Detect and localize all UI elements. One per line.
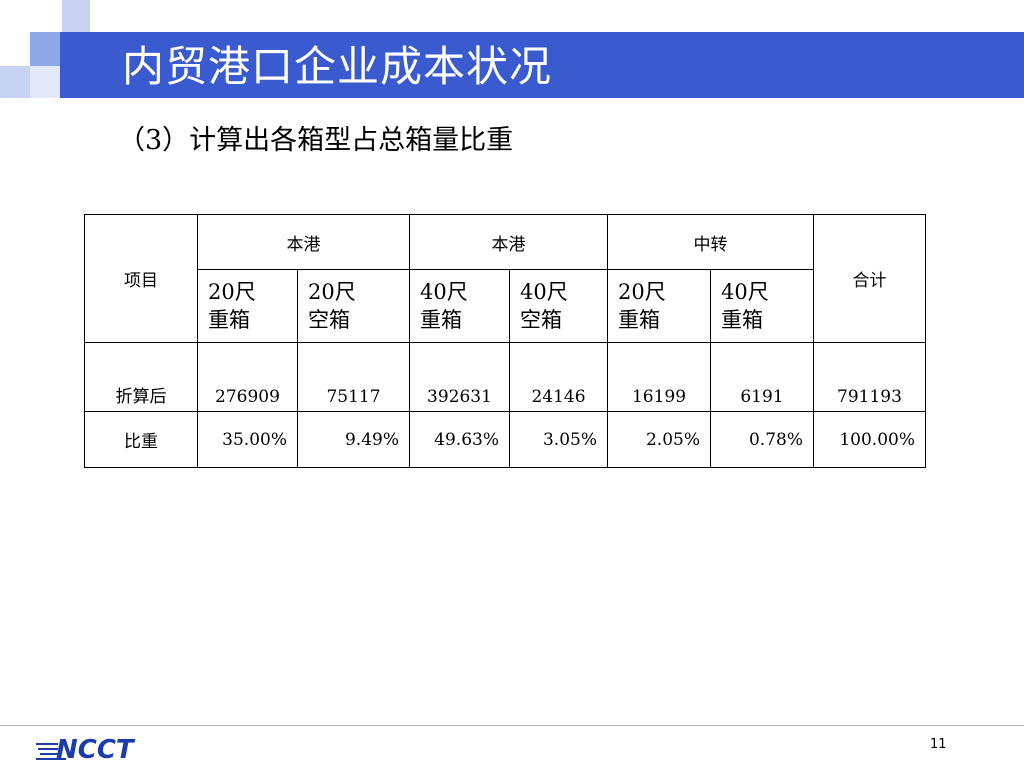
- table-cell: 791193: [813, 342, 926, 412]
- table-cell: 0.78%: [710, 411, 814, 468]
- decor-square: [30, 32, 60, 66]
- header-total: 合计: [813, 214, 926, 343]
- decor-square: [62, 0, 90, 32]
- subheader-size: 20尺: [308, 280, 356, 304]
- subheader-size: 20尺: [618, 280, 666, 304]
- table-cell: 49.63%: [409, 411, 510, 468]
- table-cell: 16199: [607, 342, 711, 412]
- table-cell: 276909: [197, 342, 298, 412]
- table-cell: 6191: [710, 342, 814, 412]
- subheader-type: 重箱: [420, 308, 462, 332]
- subheader-cell: 20尺重箱: [607, 269, 711, 343]
- header-group: 本港: [409, 214, 608, 270]
- table-cell: 2.05%: [607, 411, 711, 468]
- table-cell: 9.49%: [297, 411, 410, 468]
- slide-title: 内贸港口企业成本状况: [122, 42, 553, 91]
- table-subheader-row: 20尺重箱 20尺空箱 40尺重箱 40尺空箱 20尺重箱 40尺重箱: [85, 269, 926, 343]
- subheader-cell: 20尺空箱: [297, 269, 410, 343]
- data-table: 项目 本港 本港 中转 合计 20尺重箱 20尺空箱 40尺重箱 40尺空箱 2…: [84, 214, 926, 468]
- page-number: 11: [930, 737, 947, 752]
- header-item: 项目: [84, 214, 198, 343]
- table-cell: 100.00%: [813, 411, 926, 468]
- subheader-type: 重箱: [618, 308, 660, 332]
- subheader-cell: 40尺空箱: [509, 269, 608, 343]
- subheader-type: 空箱: [308, 308, 350, 332]
- table-cell: 35.00%: [197, 411, 298, 468]
- subheader-cell: 40尺重箱: [409, 269, 510, 343]
- subheader-type: 重箱: [721, 308, 763, 332]
- subheader-type: 重箱: [208, 308, 250, 332]
- subheader-type: 空箱: [520, 308, 562, 332]
- row-label: 折算后: [84, 342, 198, 412]
- subheader-size: 20尺: [208, 280, 256, 304]
- ncct-logo: NCCT: [36, 735, 136, 763]
- table-row: 折算后 276909 75117 392631 24146 16199 6191…: [84, 342, 926, 412]
- subheader-cell: 40尺重箱: [710, 269, 814, 343]
- subheader-size: 40尺: [520, 280, 568, 304]
- table-cell: 24146: [509, 342, 608, 412]
- table-row: 比重 35.00% 9.49% 49.63% 3.05% 2.05% 0.78%…: [84, 411, 926, 468]
- logo-speed-lines: [36, 743, 66, 760]
- row-label: 比重: [84, 411, 198, 468]
- subheader-size: 40尺: [420, 280, 468, 304]
- header-group: 中转: [607, 214, 814, 270]
- decor-square: [30, 66, 60, 98]
- slide-subtitle: （3）计算出各箱型占总箱量比重: [118, 125, 514, 156]
- subheader-size: 40尺: [721, 280, 769, 304]
- table-cell: 75117: [297, 342, 410, 412]
- table-header-row: 项目 本港 本港 中转 合计: [84, 214, 926, 343]
- footer-divider: [0, 725, 1024, 726]
- decor-square: [0, 66, 30, 98]
- table-cell: 3.05%: [509, 411, 608, 468]
- subheader-cell: 20尺重箱: [197, 269, 298, 343]
- table-cell: 392631: [409, 342, 510, 412]
- title-bar: [60, 32, 1024, 98]
- logo-text: NCCT: [56, 735, 136, 763]
- header-group: 本港: [197, 214, 410, 270]
